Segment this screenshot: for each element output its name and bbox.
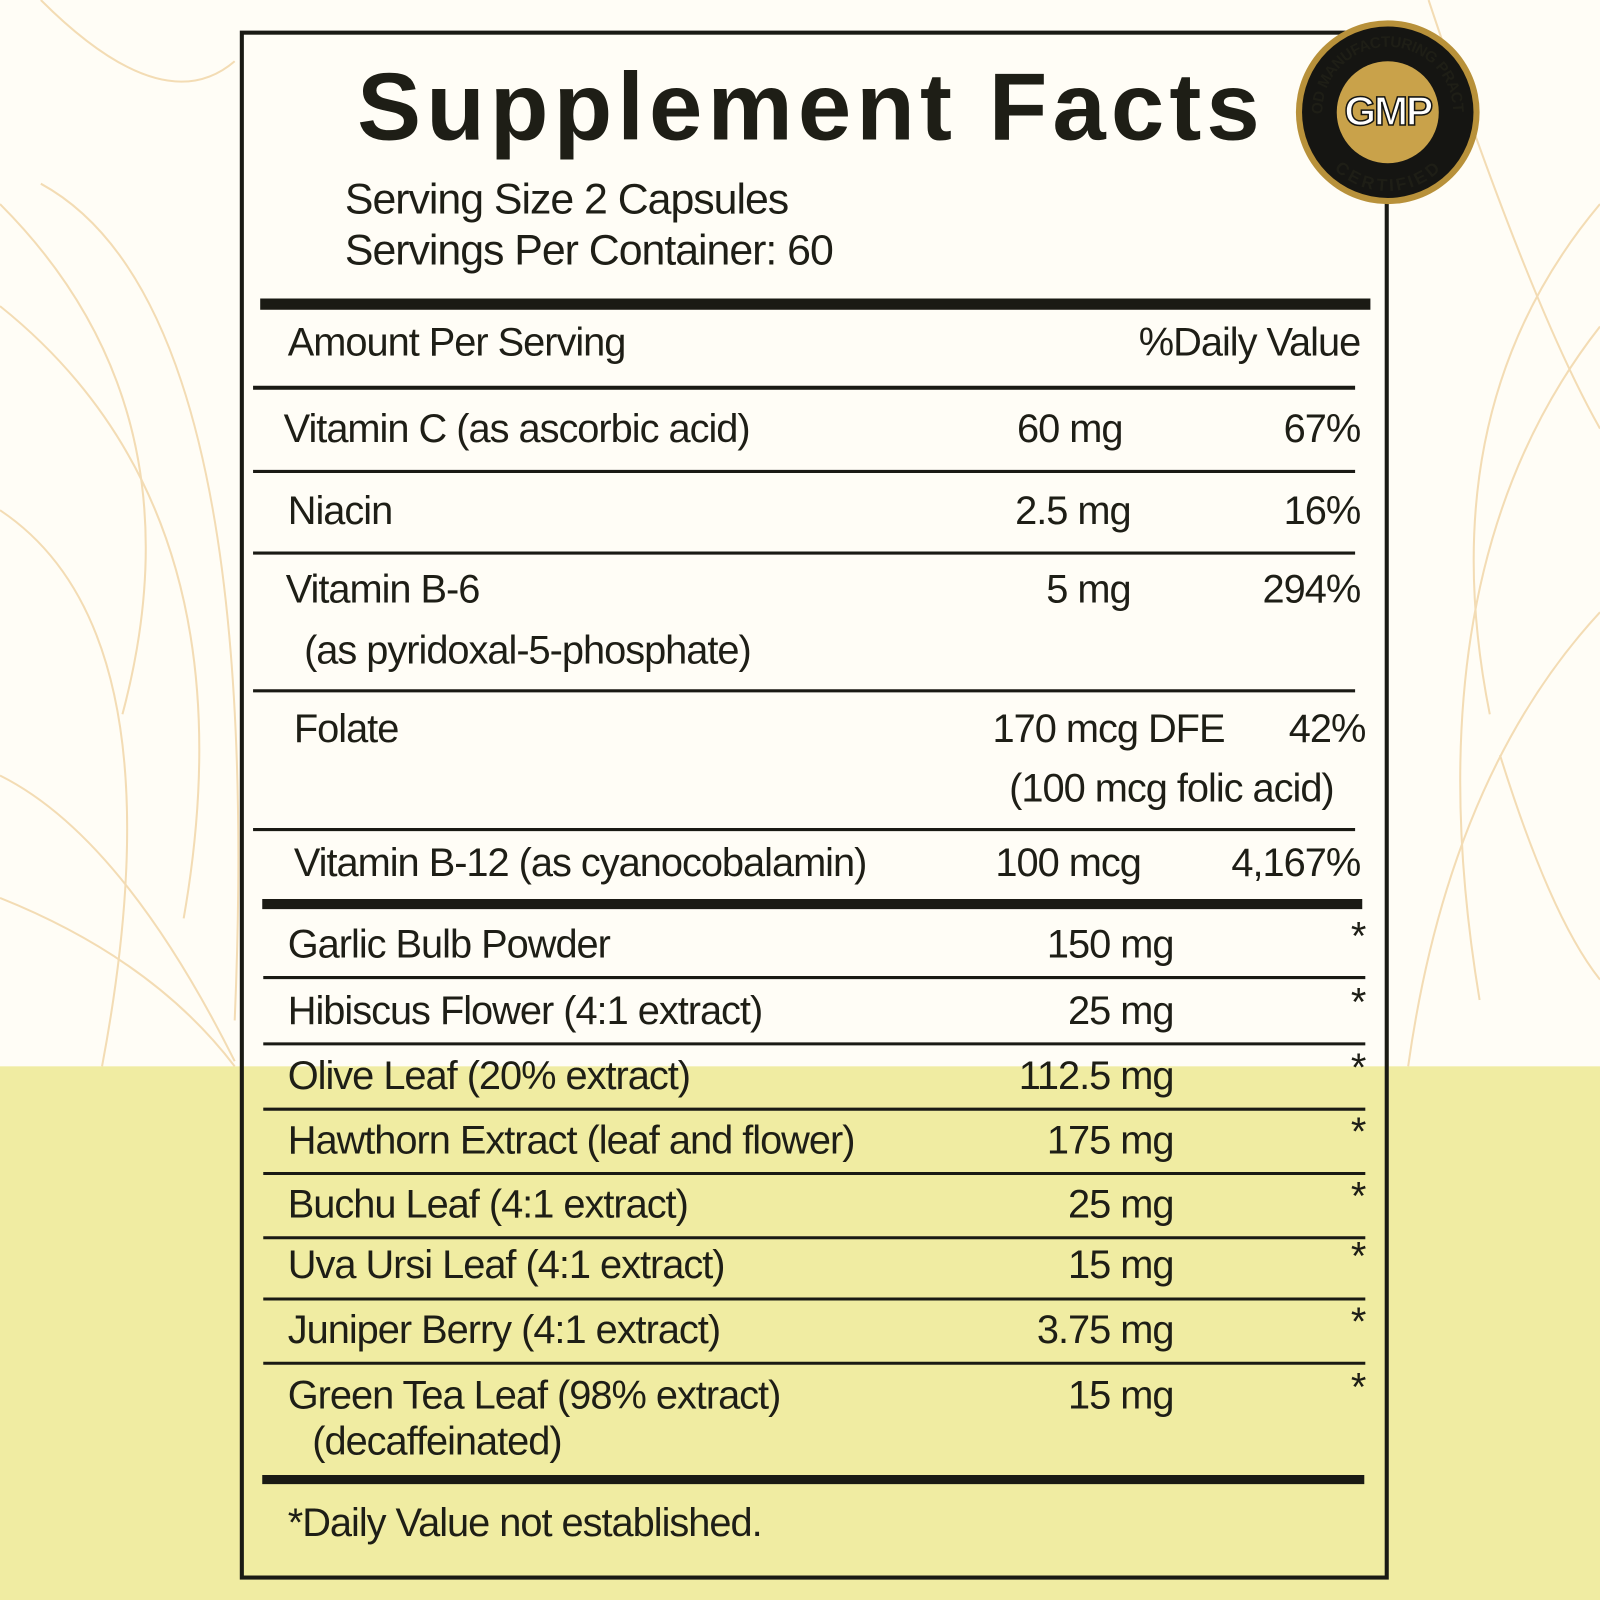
- badge-center: [1336, 61, 1439, 164]
- ingredient-name: Garlic Bulb Powder: [288, 922, 611, 966]
- header-amount: Amount Per Serving: [288, 320, 626, 364]
- nutrient-detail: (as pyridoxal-5-phosphate): [304, 629, 751, 673]
- daily-value: *: [1351, 914, 1366, 958]
- ingredient-name: Hibiscus Flower (4:1 extract): [288, 989, 762, 1033]
- ingredient-name: Uva Ursi Leaf (4:1 extract): [288, 1243, 725, 1287]
- ingredient-amount: 175 mg: [1047, 1118, 1174, 1162]
- daily-value: 42%: [1289, 707, 1366, 751]
- nutrient-name: Vitamin C (as ascorbic acid): [284, 407, 750, 451]
- ingredient-amount: 15 mg: [1068, 1373, 1173, 1417]
- ingredient-amount: 15 mg: [1068, 1243, 1173, 1287]
- facts-panel: Supplement Facts Serving Size 2 Capsules…: [253, 54, 1371, 1545]
- ingredient-name: Olive Leaf (20% extract): [288, 1054, 690, 1098]
- label-border: [239, 30, 1389, 1580]
- daily-value: *: [1351, 981, 1366, 1025]
- nutrient-amount: 2.5 mg: [1015, 489, 1131, 533]
- title: Supplement Facts: [357, 54, 1265, 161]
- header-daily-value: %Daily Value: [1139, 320, 1360, 364]
- daily-value: 16%: [1284, 489, 1361, 533]
- daily-value: *: [1351, 1365, 1366, 1409]
- daily-value: 294%: [1263, 567, 1361, 611]
- footnote: *Daily Value not established.: [288, 1501, 762, 1545]
- ingredient-detail: (decaffeinated): [312, 1419, 561, 1463]
- nutrient-name: Vitamin B-12 (as cyanocobalamin): [294, 841, 866, 885]
- nutrient-amount: 5 mg: [1046, 567, 1130, 611]
- nutrient-amount: 170 mcg DFE: [993, 707, 1225, 751]
- daily-value: 67%: [1284, 407, 1361, 451]
- ingredient-amount: 3.75 mg: [1037, 1308, 1174, 1352]
- nutrient-amount-detail: (100 mcg folic acid): [1009, 766, 1334, 810]
- nutrient-amount: 100 mcg: [995, 841, 1140, 885]
- background-bottom: [0, 1066, 1600, 1600]
- daily-value: *: [1351, 1300, 1366, 1344]
- serving-size: Serving Size 2 Capsules: [345, 175, 788, 223]
- nutrient-amount: 60 mg: [1017, 407, 1122, 451]
- ingredient-amount: 112.5 mg: [1019, 1054, 1174, 1098]
- daily-value: *: [1351, 1110, 1366, 1154]
- nutrient-name: Folate: [294, 707, 398, 751]
- ingredient-amount: 25 mg: [1068, 1183, 1173, 1227]
- ingredient-name: Buchu Leaf (4:1 extract): [288, 1183, 688, 1227]
- daily-value: 4,167%: [1231, 841, 1360, 885]
- daily-value: *: [1351, 1174, 1366, 1218]
- ingredient-amount: 25 mg: [1068, 989, 1173, 1033]
- servings-per-container: Servings Per Container: 60: [345, 226, 833, 274]
- background-pattern: [0, 0, 1600, 1067]
- ingredient-name: Hawthorn Extract (leaf and flower): [288, 1118, 855, 1162]
- daily-value: *: [1351, 1235, 1366, 1279]
- badge-center-text: GMP: [1344, 88, 1432, 134]
- ingredient-amount: 150 mg: [1047, 922, 1174, 966]
- nutrient-name: Vitamin B-6: [286, 567, 480, 611]
- ingredient-name: Juniper Berry (4:1 extract): [288, 1308, 720, 1352]
- nutrient-name: Niacin: [288, 489, 392, 533]
- ingredient-name: Green Tea Leaf (98% extract): [288, 1373, 781, 1417]
- daily-value: *: [1351, 1046, 1366, 1090]
